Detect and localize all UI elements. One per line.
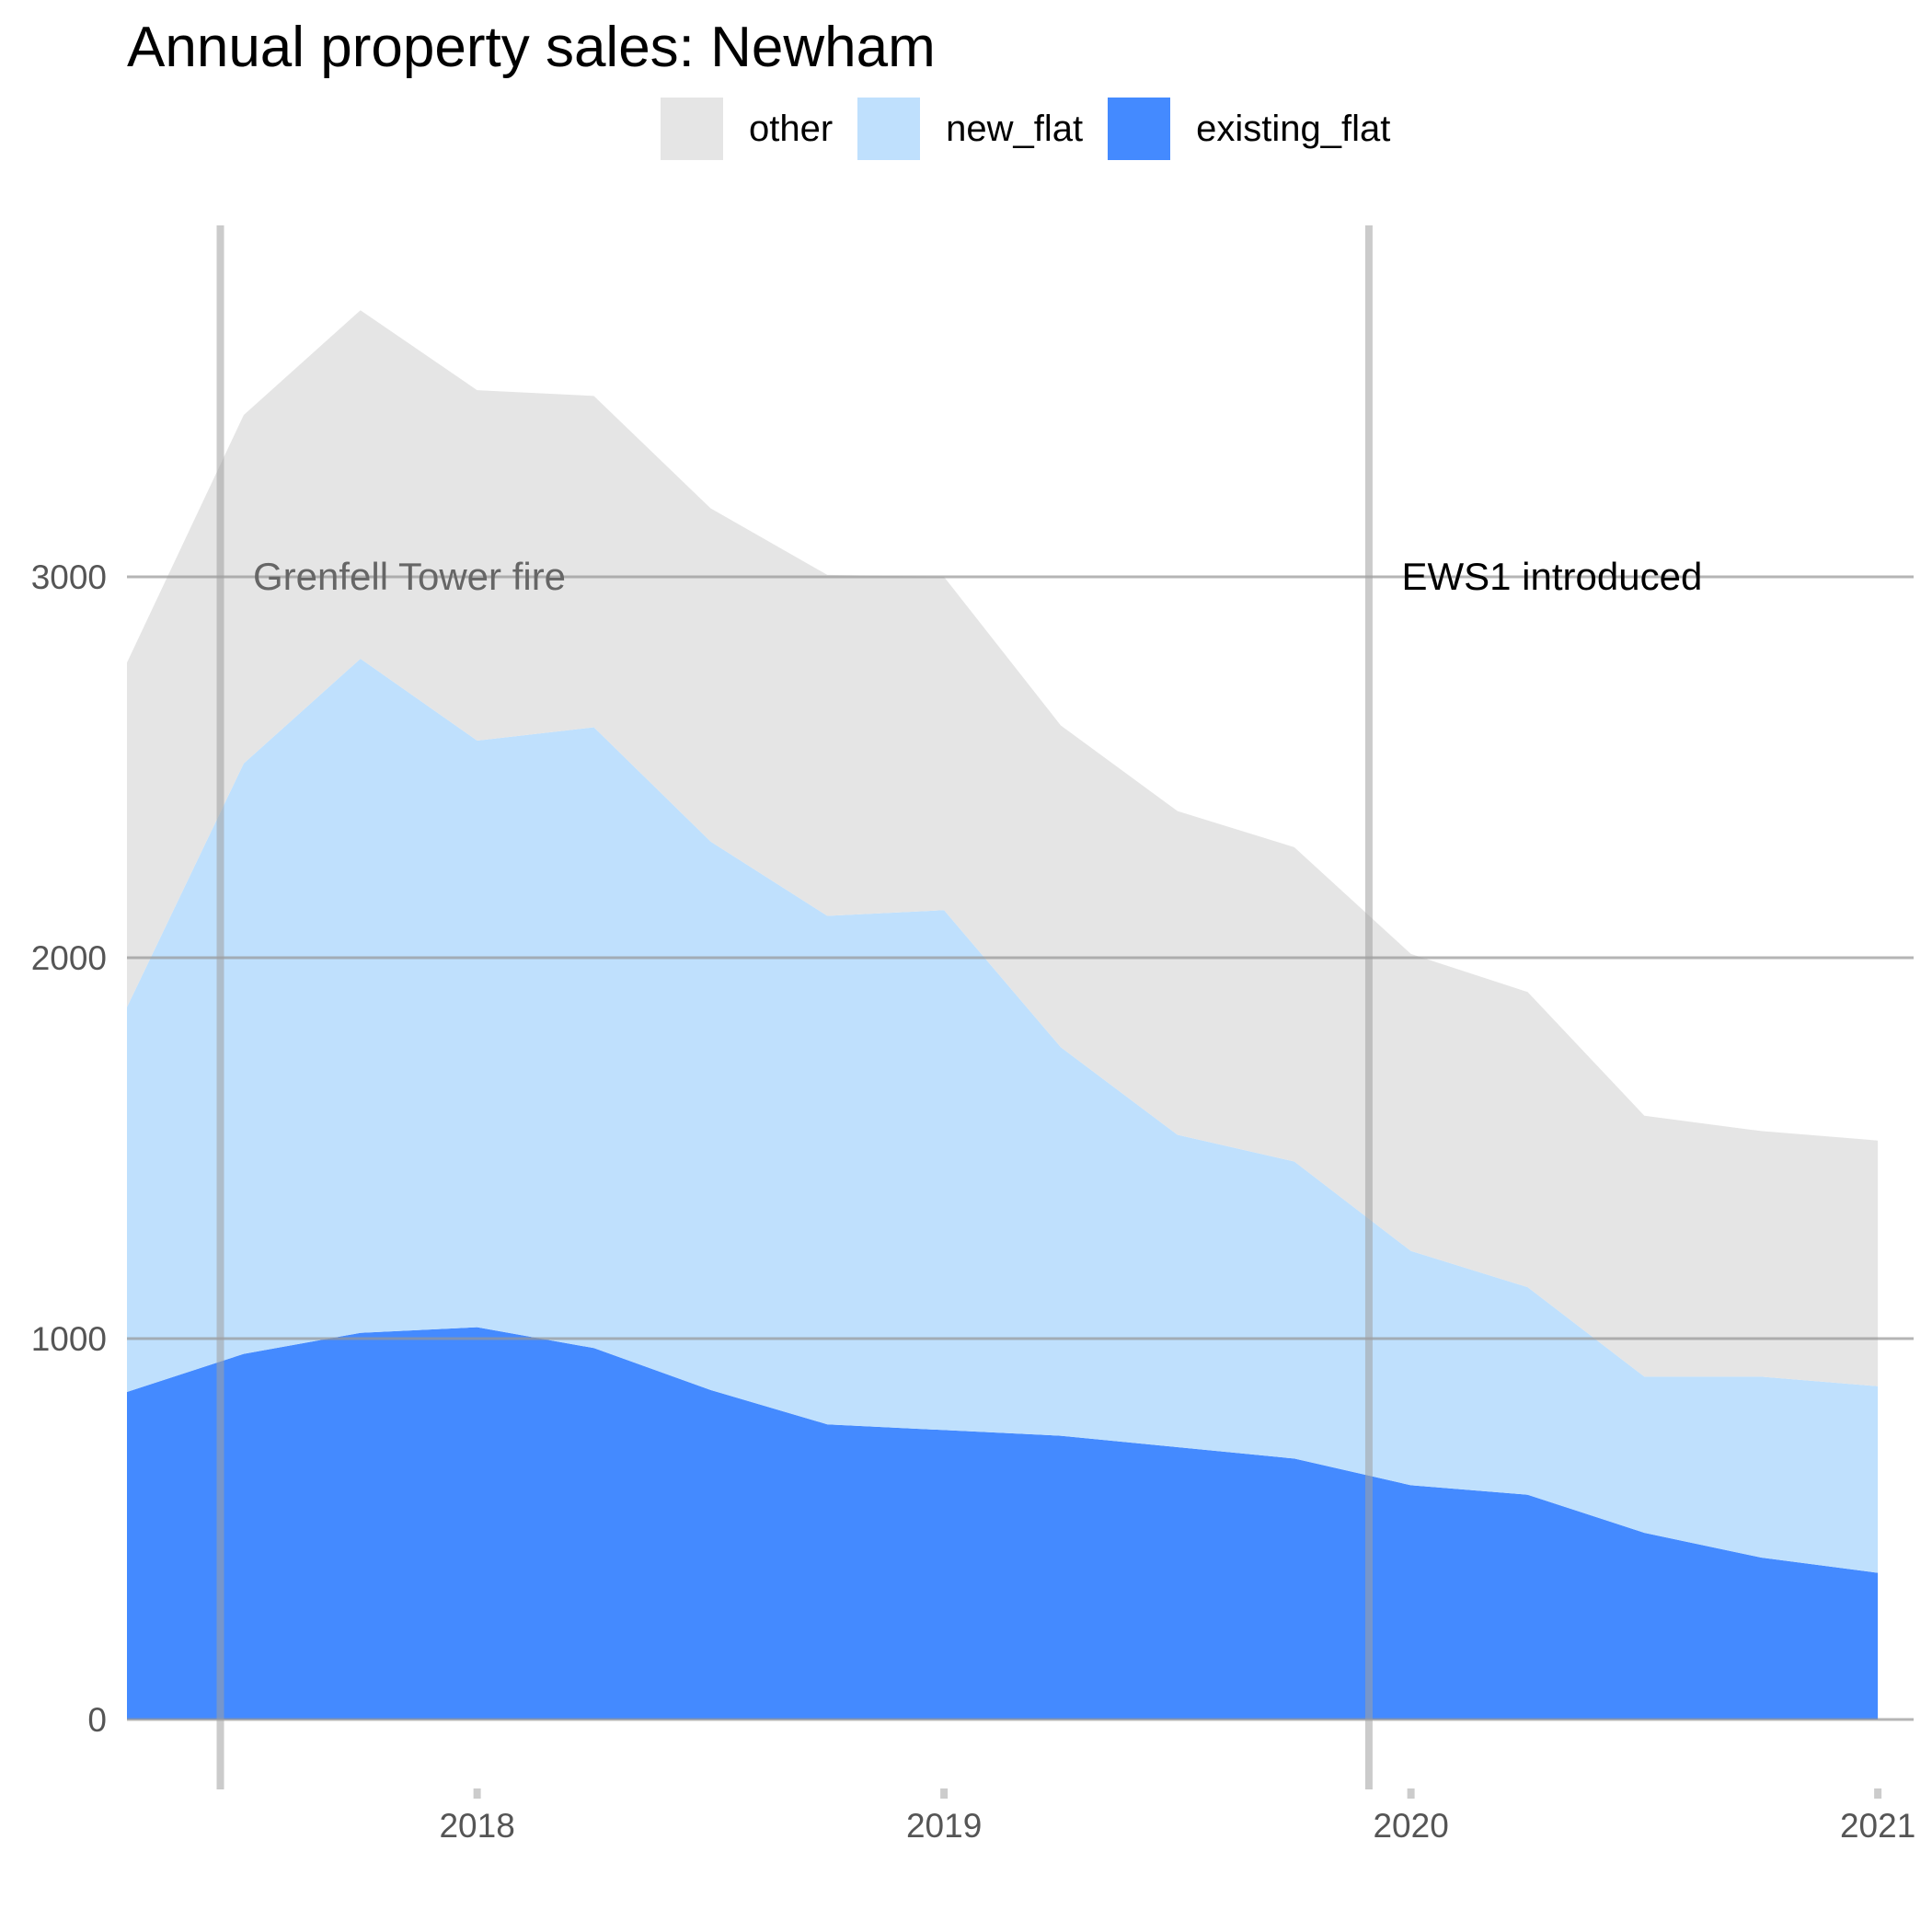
label-layer: 0 1000 2000 3000 2018 2019 2020 2021 Grenfell To… xyxy=(31,555,1916,1845)
area-existing-flat xyxy=(127,1327,1879,1719)
legend-item-other: other xyxy=(661,98,833,160)
area-layer xyxy=(127,310,1879,1719)
legend-item-existing-flat: existing_flat xyxy=(1108,98,1390,160)
legend-label-new-flat: new_flat xyxy=(946,108,1084,149)
legend: other new_flat existing_flat xyxy=(661,98,1415,160)
event-label-grenfell-tower-fire: Grenfell Tower fire xyxy=(253,555,566,598)
legend-swatch-other xyxy=(661,98,723,160)
legend-item-new-flat: new_flat xyxy=(857,98,1083,160)
y-tick-label: 3000 xyxy=(31,558,107,596)
event-line-layer xyxy=(216,225,1373,1789)
chart-title: Annual property sales: Newham xyxy=(127,16,936,79)
y-tick-label: 0 xyxy=(87,1701,107,1739)
legend-swatch-new-flat xyxy=(857,98,921,160)
x-tick-label: 2020 xyxy=(1373,1807,1448,1845)
legend-label-other: other xyxy=(749,108,834,149)
area-other xyxy=(127,310,1879,1386)
event-label-ews1-introduced: EWS1 introduced xyxy=(1401,555,1702,598)
x-tick-label: 2018 xyxy=(439,1807,514,1845)
x-tick-label: 2021 xyxy=(1840,1807,1915,1845)
x-tick-label: 2019 xyxy=(906,1807,982,1845)
gridline-layer xyxy=(127,575,1914,1799)
legend-label-existing-flat: existing_flat xyxy=(1196,108,1391,149)
legend-swatch-existing-flat xyxy=(1108,98,1171,160)
y-tick-label: 2000 xyxy=(31,939,107,977)
y-tick-label: 1000 xyxy=(31,1320,107,1358)
area-new-flat xyxy=(127,659,1879,1573)
